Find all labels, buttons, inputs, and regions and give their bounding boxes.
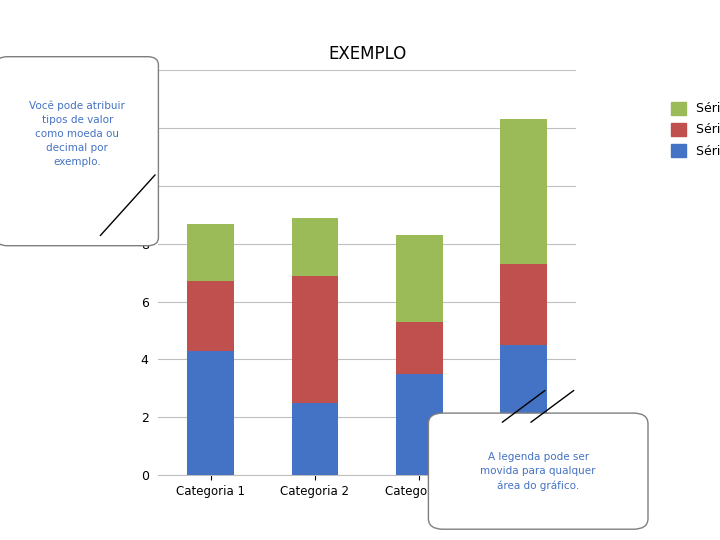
Text: Você pode atribuir
tipos de valor
como moeda ou
decimal por
exemplo.: Você pode atribuir tipos de valor como m… xyxy=(30,100,125,167)
Bar xyxy=(396,235,443,322)
Title: EXEMPLO: EXEMPLO xyxy=(328,45,406,63)
Bar xyxy=(396,374,443,475)
Bar xyxy=(292,403,338,475)
Bar xyxy=(500,345,547,475)
Bar xyxy=(396,322,443,374)
Bar xyxy=(292,218,338,275)
Bar xyxy=(187,224,234,281)
Bar xyxy=(500,264,547,345)
Bar xyxy=(187,281,234,351)
Text: A legenda pode ser
movida para qualquer
área do gráfico.: A legenda pode ser movida para qualquer … xyxy=(480,452,596,490)
Legend: Série 3, Série 2, Série 1: Série 3, Série 2, Série 1 xyxy=(666,97,720,163)
Bar xyxy=(292,275,338,403)
Bar xyxy=(187,351,234,475)
Bar xyxy=(500,119,547,264)
